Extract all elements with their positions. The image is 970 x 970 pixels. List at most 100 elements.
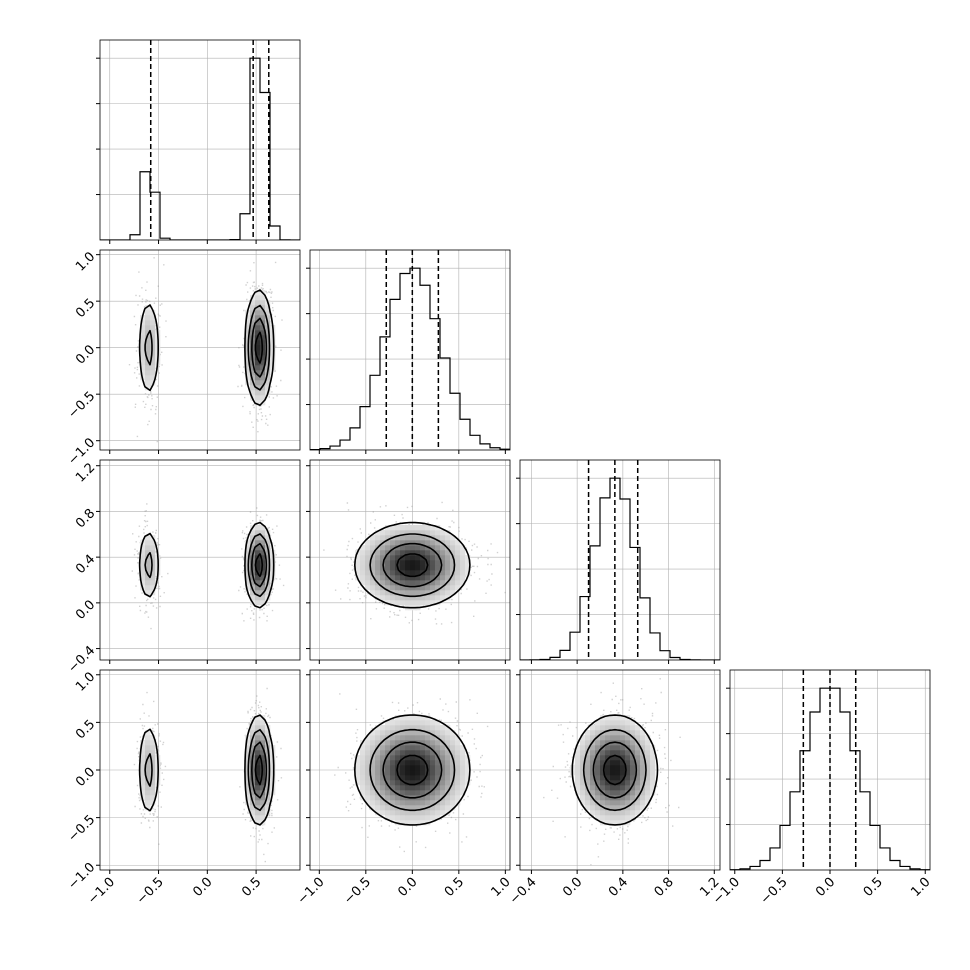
density-cell <box>455 745 461 751</box>
density-cell <box>385 805 391 811</box>
density-cell <box>445 575 451 581</box>
density-cell <box>395 750 401 756</box>
density-cell <box>460 765 466 771</box>
density-cell <box>260 385 266 391</box>
density-cell <box>625 805 631 811</box>
density-cell <box>405 565 411 571</box>
density-cell <box>390 600 396 606</box>
density-cell <box>370 550 376 556</box>
density-cell <box>440 530 446 536</box>
density-cell <box>260 330 266 336</box>
density-cell <box>145 340 151 346</box>
density-cell <box>140 320 146 326</box>
density-cell <box>585 770 591 776</box>
density-cell <box>580 765 586 771</box>
density-cell <box>365 575 371 581</box>
density-cell <box>400 760 406 766</box>
density-cell <box>425 810 431 816</box>
panel-frame <box>519 669 721 871</box>
density-cell <box>630 795 636 801</box>
density-cell <box>455 585 461 591</box>
density-cell <box>450 560 456 566</box>
density-cell <box>390 545 396 551</box>
density-cell <box>430 720 436 726</box>
density-cell <box>605 770 611 776</box>
density-cell <box>365 560 371 566</box>
density-cell <box>415 750 421 756</box>
density-cell <box>455 555 461 561</box>
x-tick-label-1-0: −1.0 <box>295 875 328 908</box>
density-cell <box>260 540 266 546</box>
density-cell <box>430 745 436 751</box>
density-cell <box>410 800 416 806</box>
density-cell <box>355 565 361 571</box>
density-cell <box>265 775 271 781</box>
x-tick-label-3-2: 0.0 <box>813 875 838 900</box>
density-cell <box>400 755 406 761</box>
density-cell <box>260 800 266 806</box>
density-cell <box>250 320 256 326</box>
density-cell <box>405 550 411 556</box>
density-cell <box>410 755 416 761</box>
density-cell <box>630 775 636 781</box>
density-cell <box>385 755 391 761</box>
density-cell <box>375 590 381 596</box>
density-cell <box>420 725 426 731</box>
density-cell <box>630 740 636 746</box>
density-cell <box>435 790 441 796</box>
density-cell <box>370 565 376 571</box>
contour-line <box>254 754 264 786</box>
density-cell <box>140 750 146 756</box>
density-cell <box>385 770 391 776</box>
density-cell <box>255 340 261 346</box>
density-cell <box>640 795 646 801</box>
density-cell <box>610 720 616 726</box>
density-cell <box>360 575 366 581</box>
density-cell <box>430 790 436 796</box>
density-cell <box>255 795 261 801</box>
density-cell <box>420 530 426 536</box>
density-cell <box>355 560 361 566</box>
density-cell <box>245 790 251 796</box>
density-cell <box>460 755 466 761</box>
density-cell <box>400 775 406 781</box>
density-cell <box>620 820 626 826</box>
density-cell <box>365 785 371 791</box>
panel-frame <box>99 249 301 451</box>
density-cell <box>430 800 436 806</box>
density-cell <box>640 800 646 806</box>
x-tick-label-2-0: −0.4 <box>507 875 540 908</box>
density-cell <box>440 780 446 786</box>
density-cell <box>605 750 611 756</box>
density-cell <box>450 540 456 546</box>
density-cell <box>260 720 266 726</box>
density-cell <box>415 720 421 726</box>
density-cell <box>575 760 581 766</box>
density-cell <box>595 795 601 801</box>
density-cell <box>410 595 416 601</box>
density-cell <box>245 775 251 781</box>
density-cell <box>625 800 631 806</box>
density-cell <box>265 570 271 576</box>
density-cell <box>250 795 256 801</box>
density-cell <box>380 800 386 806</box>
density-cell <box>150 775 156 781</box>
density-cell <box>395 735 401 741</box>
density-cell <box>640 745 646 751</box>
density-cell <box>150 735 156 741</box>
x-tick-label-1-2: 0.0 <box>395 875 420 900</box>
density-cell <box>420 525 426 531</box>
density-cell <box>440 570 446 576</box>
density-cell <box>605 760 611 766</box>
density-cell <box>405 600 411 606</box>
density-cell <box>615 785 621 791</box>
density-cell <box>430 775 436 781</box>
density-cell <box>145 540 151 546</box>
density-cell <box>610 745 616 751</box>
density-cell <box>635 760 641 766</box>
density-cell <box>460 545 466 551</box>
density-cell <box>435 745 441 751</box>
density-cell <box>360 745 366 751</box>
density-cell <box>590 755 596 761</box>
